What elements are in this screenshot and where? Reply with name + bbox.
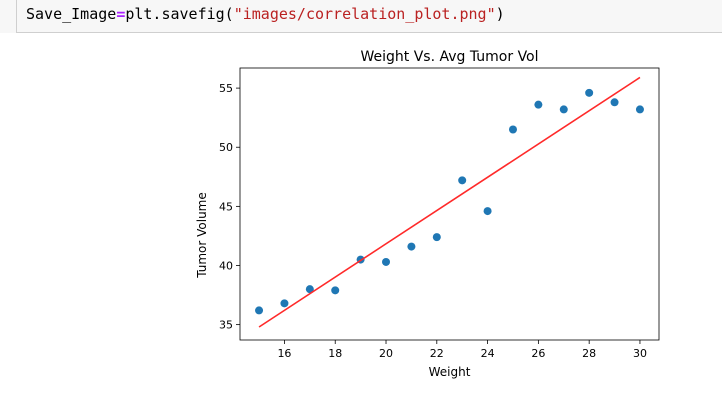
data-point	[255, 306, 264, 315]
data-point	[534, 100, 543, 109]
code-input-area[interactable]: Save_Image=plt.savefig("images/correlati…	[16, 0, 722, 33]
data-point	[305, 285, 314, 294]
data-point	[382, 257, 391, 266]
y-tick-label: 50	[219, 141, 233, 154]
data-point	[585, 88, 594, 97]
x-tick-label: 26	[531, 347, 545, 360]
x-tick-label: 20	[379, 347, 393, 360]
y-tick-label: 35	[219, 319, 233, 332]
x-tick-label: 24	[481, 347, 495, 360]
code-variable: Save_Image	[26, 5, 117, 23]
data-point	[432, 233, 441, 242]
output-area: Weight Vs. Avg Tumor Vol 16 18 20 22 24 26 28 3…	[0, 33, 722, 410]
x-tick-label: 28	[582, 347, 596, 360]
chart-title: Weight Vs. Avg Tumor Vol	[360, 49, 538, 65]
data-point	[508, 125, 517, 134]
x-tick-label: 18	[328, 347, 342, 360]
x-tick-label: 16	[277, 347, 291, 360]
plot-area: 16 18 20 22 24 26 28 30 35 40 45 50 55	[219, 67, 660, 360]
code-close-paren: )	[495, 5, 505, 23]
y-tick-label: 45	[219, 200, 233, 213]
x-tick-label: 30	[633, 347, 647, 360]
x-axis-label: Weight	[429, 365, 471, 379]
y-tick-label: 40	[219, 259, 233, 272]
data-point	[610, 98, 619, 107]
data-point	[331, 286, 340, 295]
scatter-chart: Weight Vs. Avg Tumor Vol 16 18 20 22 24 26 28 3…	[0, 33, 722, 410]
code-operator: =	[116, 5, 126, 23]
regression-line	[258, 76, 641, 328]
code-string-literal: "images/correlation_plot.png"	[233, 5, 496, 23]
x-tick-label: 22	[430, 347, 444, 360]
code-line: Save_Image=plt.savefig("images/correlati…	[26, 4, 505, 24]
chart-background	[0, 33, 722, 410]
data-point	[635, 105, 644, 114]
data-point	[559, 105, 568, 114]
data-point	[407, 242, 416, 251]
data-point	[483, 207, 492, 216]
data-point	[280, 299, 289, 308]
data-point	[458, 176, 467, 185]
code-cell[interactable]: Save_Image=plt.savefig("images/correlati…	[0, 0, 722, 34]
y-tick-label: 55	[219, 82, 233, 95]
y-axis-label: Tumor Volume	[195, 192, 209, 279]
axes-frame	[239, 67, 660, 341]
code-call: plt.savefig(	[125, 5, 234, 23]
